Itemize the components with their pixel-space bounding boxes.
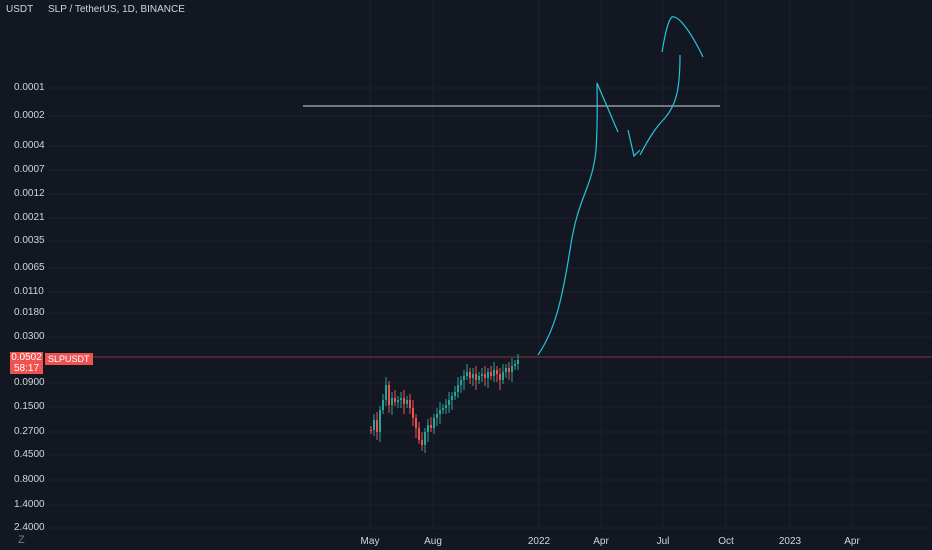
rebound-curve[interactable] bbox=[639, 54, 681, 156]
y-tick-label: 1.4000 bbox=[14, 499, 45, 510]
candle-body bbox=[424, 432, 426, 445]
candle-body bbox=[436, 414, 438, 418]
candle-body bbox=[457, 385, 459, 392]
candle-body bbox=[412, 408, 414, 418]
candle-body bbox=[445, 405, 447, 408]
candle-body bbox=[376, 420, 378, 432]
candle-body bbox=[493, 370, 495, 376]
price-tag-countdown: 58:17 bbox=[13, 363, 40, 374]
candle-body bbox=[442, 408, 444, 410]
y-tick-label: 0.4500 bbox=[14, 449, 45, 460]
candle-body bbox=[391, 398, 393, 405]
candle-body bbox=[421, 440, 423, 445]
x-tick-label: Apr bbox=[593, 536, 609, 547]
candle-body bbox=[508, 368, 510, 372]
candle-body bbox=[403, 398, 405, 404]
candle-body bbox=[505, 368, 507, 372]
y-tick-label: 0.0021 bbox=[14, 212, 45, 223]
candle-body bbox=[496, 370, 498, 374]
y-tick-label: 0.0012 bbox=[14, 188, 45, 199]
symbol-tag: SLPUSDT bbox=[45, 353, 93, 365]
y-tick-label: 0.0065 bbox=[14, 262, 45, 273]
candle-body bbox=[460, 380, 462, 385]
x-tick-label: 2022 bbox=[527, 536, 551, 547]
candle-body bbox=[481, 374, 483, 376]
candle-body bbox=[379, 410, 381, 432]
y-tick-label: 0.0180 bbox=[14, 307, 45, 318]
candle-body bbox=[394, 398, 396, 402]
candle-body bbox=[478, 376, 480, 380]
projection-curve[interactable] bbox=[537, 82, 619, 356]
candle-body bbox=[517, 360, 519, 364]
candle-body bbox=[466, 372, 468, 376]
price-tag-value: 0.0502 bbox=[11, 352, 42, 363]
y-tick-label: 0.8000 bbox=[14, 474, 45, 485]
x-tick-label: Apr bbox=[844, 536, 860, 547]
y-tick-label: 0.0001 bbox=[14, 82, 45, 93]
candle-body bbox=[400, 398, 402, 400]
candle-body bbox=[463, 376, 465, 380]
candle-body bbox=[511, 366, 513, 372]
x-tick-label: May bbox=[360, 536, 380, 547]
candle-body bbox=[382, 400, 384, 410]
candle-body bbox=[430, 425, 432, 428]
y-tick-label: 0.1500 bbox=[14, 401, 45, 412]
candle-body bbox=[484, 374, 486, 378]
x-tick-label: Aug bbox=[424, 536, 442, 547]
grid bbox=[48, 0, 932, 530]
candle-body bbox=[427, 425, 429, 432]
y-tick-label: 2.4000 bbox=[14, 522, 45, 533]
arrow-down[interactable] bbox=[627, 129, 641, 158]
price-tag: 0.0502 58:17 bbox=[10, 352, 43, 374]
arrow-up[interactable] bbox=[661, 16, 704, 58]
y-tick-label: 0.0035 bbox=[14, 235, 45, 246]
candle-body bbox=[406, 400, 408, 404]
candle-body bbox=[433, 418, 435, 428]
candle-body bbox=[373, 420, 375, 430]
candle-body bbox=[454, 392, 456, 396]
candlestick-series bbox=[370, 354, 519, 453]
y-tick-label: 0.0110 bbox=[14, 286, 44, 297]
candle-body bbox=[469, 372, 471, 378]
candle-body bbox=[472, 374, 474, 378]
candle-body bbox=[415, 418, 417, 428]
candle-body bbox=[385, 385, 387, 400]
candle-body bbox=[409, 400, 411, 408]
candle-body bbox=[451, 396, 453, 400]
y-tick-label: 0.2700 bbox=[14, 426, 45, 437]
x-tick-label: Jul bbox=[656, 536, 670, 547]
quote-currency-label: USDT bbox=[6, 4, 34, 15]
candle-body bbox=[448, 400, 450, 405]
y-tick-label: 0.0007 bbox=[14, 164, 45, 175]
chart-title[interactable]: SLP / TetherUS, 1D, BINANCE bbox=[48, 4, 185, 15]
candle-body bbox=[490, 372, 492, 376]
candle-body bbox=[475, 374, 477, 380]
x-tick-label: Oct bbox=[718, 536, 734, 547]
candle-body bbox=[370, 430, 372, 431]
candle-body bbox=[499, 374, 501, 380]
candle-body bbox=[514, 364, 516, 366]
candle-body bbox=[439, 410, 441, 414]
y-tick-label: 0.0002 bbox=[14, 110, 45, 121]
z-icon[interactable]: Z bbox=[18, 534, 25, 546]
candle-body bbox=[502, 372, 504, 380]
y-tick-label: 0.0004 bbox=[14, 140, 45, 151]
candle-body bbox=[487, 372, 489, 378]
x-tick-label: 2023 bbox=[778, 536, 802, 547]
y-tick-label: 0.0300 bbox=[14, 331, 45, 342]
candle-body bbox=[418, 428, 420, 440]
y-tick-label: 0.0900 bbox=[14, 377, 45, 388]
candle-body bbox=[388, 385, 390, 405]
candle-body bbox=[397, 400, 399, 402]
